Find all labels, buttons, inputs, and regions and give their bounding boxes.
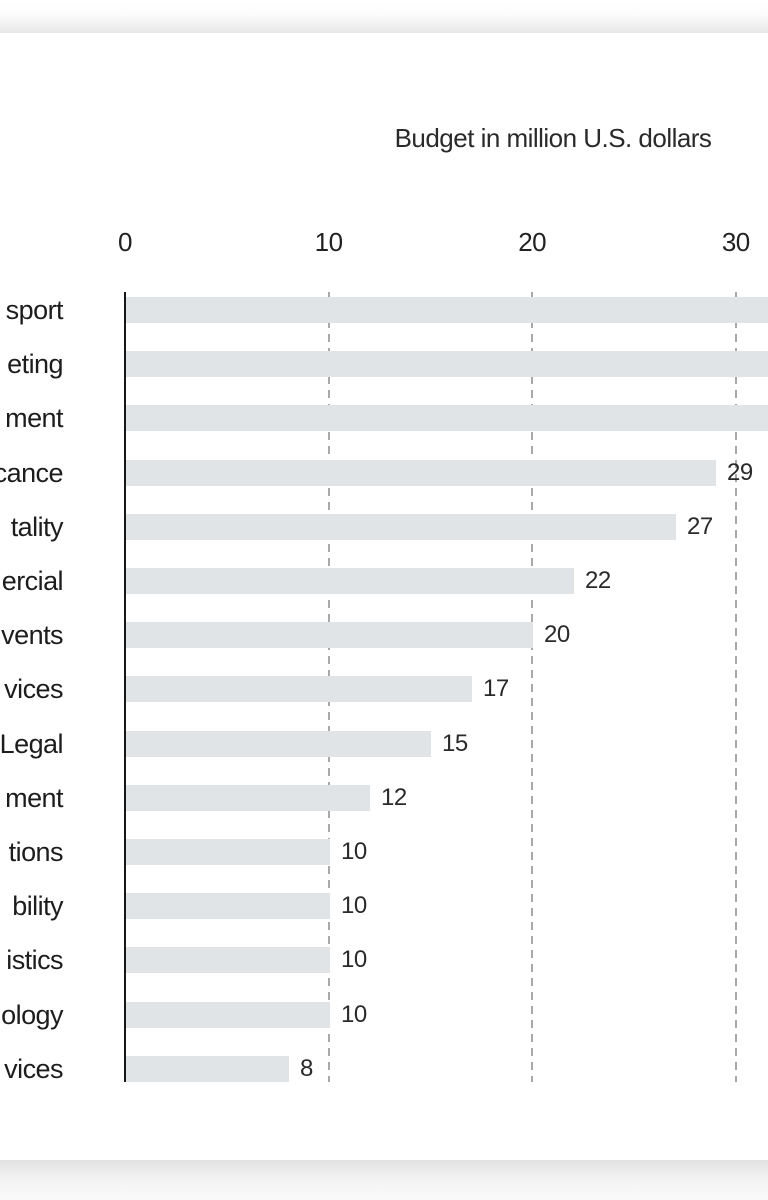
- value-label: 12: [381, 783, 407, 811]
- bar: [126, 1055, 289, 1082]
- value-label: 27: [687, 512, 713, 540]
- bar: [126, 405, 768, 432]
- bar: [126, 676, 472, 703]
- category-label: Legal: [0, 728, 64, 759]
- value-label: 10: [341, 1000, 367, 1028]
- bar: [126, 459, 716, 486]
- bar: [126, 1001, 330, 1028]
- value-label: 10: [341, 838, 367, 865]
- x-tick-label: 20: [518, 227, 547, 257]
- value-label: 15: [442, 729, 468, 757]
- category-label: eting: [7, 349, 63, 380]
- bar: [126, 839, 330, 865]
- y-axis-line: [124, 292, 126, 1082]
- bar: [126, 893, 330, 920]
- value-label: 10: [341, 946, 367, 974]
- category-label: bility: [12, 891, 63, 922]
- value-label: 20: [544, 621, 570, 649]
- category-label: vices: [4, 1053, 63, 1084]
- category-label: vents: [1, 620, 63, 651]
- category-label: tions: [8, 837, 64, 867]
- bottom-edge-shadow: [0, 1160, 768, 1200]
- bar: [126, 730, 431, 757]
- top-edge-shadow: [0, 0, 768, 33]
- value-label: 22: [585, 567, 611, 594]
- category-label: ment: [5, 782, 63, 813]
- x-tick-label: 10: [314, 227, 343, 257]
- bar: [126, 297, 768, 323]
- category-label: ment: [5, 403, 63, 434]
- bar: [126, 568, 574, 594]
- bar: [126, 513, 676, 540]
- bar: [126, 622, 533, 649]
- bar: [126, 351, 768, 378]
- dashed-gridline: [734, 292, 737, 1082]
- value-label: 8: [300, 1054, 313, 1082]
- value-label: 10: [341, 892, 367, 920]
- category-label: cance: [0, 457, 64, 488]
- category-label: tality: [10, 511, 64, 542]
- value-label: 17: [483, 675, 509, 703]
- category-label: sport: [5, 295, 64, 325]
- category-label: vices: [4, 674, 63, 705]
- x-tick-label: 30: [721, 227, 750, 257]
- x-tick-label: 0: [118, 227, 132, 257]
- axis-title: Budget in million U.S. dollars: [394, 123, 712, 153]
- category-label: istics: [6, 945, 63, 976]
- value-label: 29: [727, 458, 753, 486]
- category-label: ology: [1, 999, 63, 1030]
- chart-card: Budget in million U.S. dollars 0 10 20 30 s…: [0, 33, 768, 1160]
- bar: [126, 784, 370, 811]
- category-label: ercial: [1, 566, 64, 596]
- dashed-gridline: [531, 292, 534, 1082]
- bar: [126, 947, 330, 974]
